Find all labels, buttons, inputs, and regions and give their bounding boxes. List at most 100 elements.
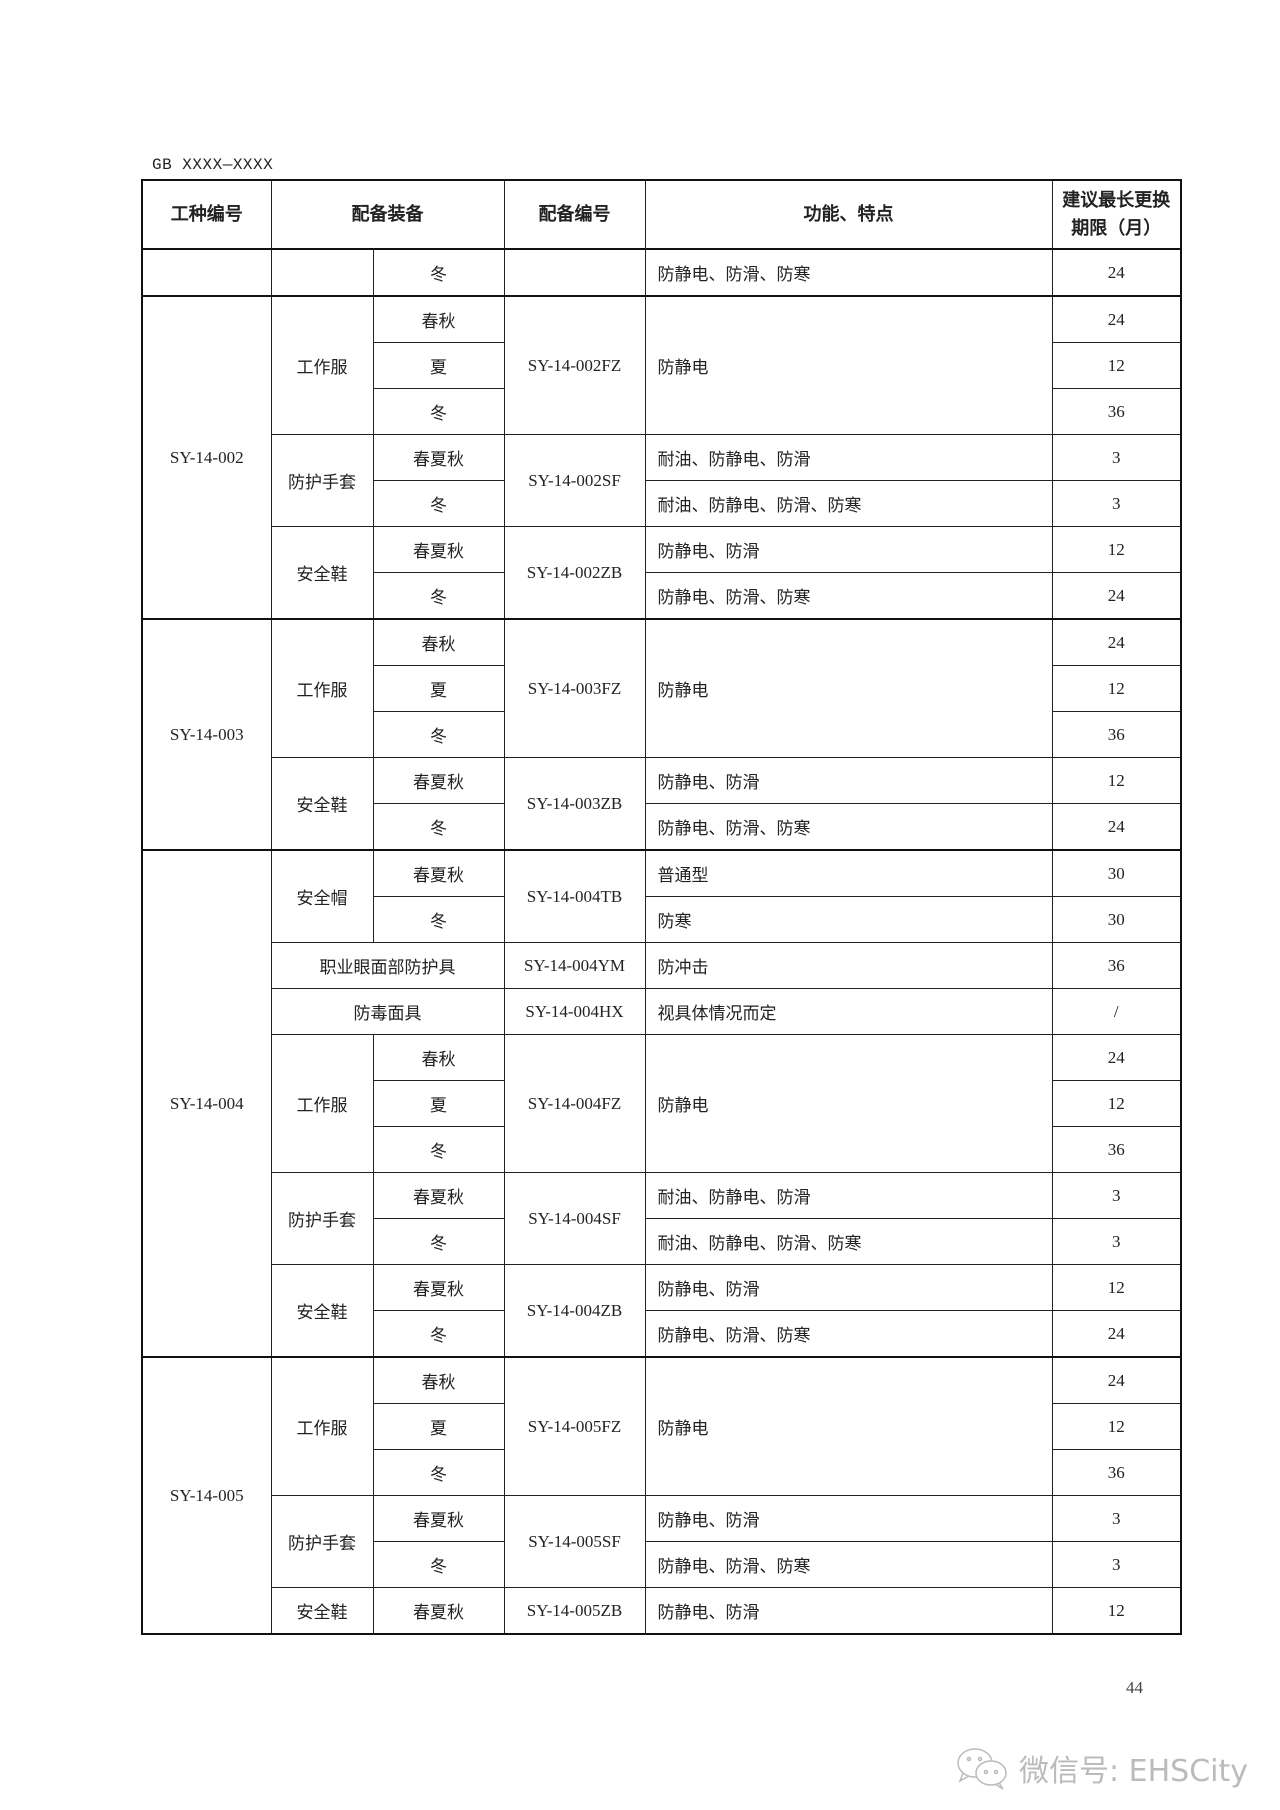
equipment-name-cell: 安全鞋 bbox=[270, 526, 374, 620]
season-cell: 春秋 bbox=[372, 295, 505, 343]
work-code-cell bbox=[141, 248, 272, 297]
feature-cell: 防静电 bbox=[644, 618, 1053, 758]
table-row: 工作服 春秋 SY-14-004FZ 防静电 24 bbox=[142, 1034, 1182, 1173]
period-cell: 24 bbox=[1051, 295, 1182, 343]
equipment-name-cell: 工作服 bbox=[270, 618, 374, 758]
feature-cell: 防静电、防滑 bbox=[644, 526, 1053, 573]
table-row: 安全鞋 春夏秋 SY-14-003ZB 防静电、防滑 12 bbox=[142, 757, 1182, 851]
season-cell: 春夏秋 bbox=[372, 1172, 505, 1219]
period-cell: 24 bbox=[1051, 1034, 1182, 1081]
season-cell: 冬 bbox=[372, 248, 505, 297]
season-cell: 冬 bbox=[372, 1310, 505, 1358]
equipment-name-cell: 工作服 bbox=[270, 1356, 374, 1496]
period-cell: 12 bbox=[1051, 757, 1182, 804]
period-cell: 12 bbox=[1051, 665, 1182, 712]
equipment-code-cell: SY-14-005ZB bbox=[503, 1587, 646, 1635]
season-cell: 春夏秋 bbox=[372, 1587, 505, 1635]
period-cell: 24 bbox=[1051, 248, 1182, 297]
equipment-code-cell: SY-14-002FZ bbox=[503, 295, 646, 435]
work-code-cell: SY-14-004 bbox=[141, 849, 272, 1358]
period-cell: 24 bbox=[1051, 572, 1182, 620]
work-code-cell: SY-14-002 bbox=[141, 295, 272, 620]
table-row: 防护手套 春夏秋 SY-14-005SF 防静电、防滑 3 bbox=[142, 1495, 1182, 1588]
table-row: SY-14-002 工作服 春秋 SY-14-002FZ 防静电 24 bbox=[141, 295, 1182, 620]
feature-cell: 防静电、防滑、防寒 bbox=[644, 803, 1053, 851]
season-cell: 春夏秋 bbox=[372, 1495, 505, 1542]
feature-cell: 视具体情况而定 bbox=[644, 988, 1053, 1035]
equipment-code-cell: SY-14-002SF bbox=[503, 434, 646, 527]
equipment-code-cell: SY-14-003FZ bbox=[503, 618, 646, 758]
period-cell: 24 bbox=[1051, 803, 1182, 851]
period-cell: / bbox=[1051, 988, 1182, 1035]
feature-cell: 耐油、防静电、防滑 bbox=[644, 1172, 1053, 1219]
feature-cell: 防静电 bbox=[644, 1356, 1053, 1496]
equipment-code-cell: SY-14-005FZ bbox=[503, 1356, 646, 1496]
work-code-cell: SY-14-003 bbox=[141, 618, 272, 851]
table-row: 冬 防静电、防滑、防寒 3 bbox=[142, 1541, 1182, 1588]
equipment-code-cell: SY-14-005SF bbox=[503, 1495, 646, 1588]
season-cell: 冬 bbox=[372, 803, 505, 851]
standard-id: GB XXXX—XXXX bbox=[152, 156, 274, 174]
table-row: 安全鞋 春夏秋 SY-14-005ZB 防静电、防滑 12 bbox=[142, 1587, 1182, 1635]
table-row: 防毒面具 SY-14-004HX 视具体情况而定 / bbox=[142, 988, 1182, 1035]
feature-cell: 普通型 bbox=[644, 849, 1053, 897]
season-cell: 春夏秋 bbox=[372, 434, 505, 481]
period-cell: 36 bbox=[1051, 1449, 1182, 1496]
feature-cell: 防静电、防滑、防寒 bbox=[644, 1541, 1053, 1588]
equipment-code-cell bbox=[503, 248, 646, 297]
table-row: SY-14-005 工作服 春秋 SY-14-005FZ 防静电 24 bbox=[141, 1356, 1182, 1635]
table-row: 冬 防静电、防滑、防寒 24 bbox=[141, 248, 1182, 297]
equipment-name-cell: 职业眼面部防护具 bbox=[270, 942, 505, 989]
period-cell: 12 bbox=[1051, 342, 1182, 389]
feature-cell: 防静电 bbox=[644, 295, 1053, 435]
season-cell: 冬 bbox=[372, 1218, 505, 1265]
season-cell: 冬 bbox=[372, 480, 505, 527]
feature-cell: 防静电、防滑 bbox=[644, 1587, 1053, 1635]
period-cell: 12 bbox=[1051, 1264, 1182, 1311]
feature-cell: 防静电、防滑、防寒 bbox=[644, 248, 1053, 297]
equipment-name-cell: 防护手套 bbox=[270, 1172, 374, 1265]
equipment-code-cell: SY-14-004SF bbox=[503, 1172, 646, 1265]
season-cell: 夏 bbox=[372, 665, 505, 712]
feature-cell: 防静电、防滑 bbox=[644, 1495, 1053, 1542]
equipment-name-cell: 防护手套 bbox=[270, 1495, 374, 1588]
equipment-name-cell: 安全鞋 bbox=[270, 1587, 374, 1635]
season-cell: 冬 bbox=[372, 1541, 505, 1588]
header-feature: 功能、特点 bbox=[644, 179, 1053, 250]
table-row: SY-14-004 安全帽 春夏秋 SY-14-004TB 普通型 30 bbox=[141, 849, 1182, 1358]
feature-cell: 防寒 bbox=[644, 896, 1053, 943]
period-cell: 24 bbox=[1051, 1356, 1182, 1404]
season-cell: 冬 bbox=[372, 896, 505, 943]
period-cell: 24 bbox=[1051, 618, 1182, 666]
feature-cell: 防静电、防滑、防寒 bbox=[644, 572, 1053, 620]
table-row: 职业眼面部防护具 SY-14-004YM 防冲击 36 bbox=[142, 942, 1182, 989]
header-equipment: 配备装备 bbox=[270, 179, 505, 250]
wechat-icon bbox=[957, 1748, 1007, 1790]
work-code-cell: SY-14-005 bbox=[141, 1356, 272, 1635]
equipment-name-cell: 工作服 bbox=[270, 295, 374, 435]
table-row: 夏 12 bbox=[142, 665, 1182, 712]
period-cell: 12 bbox=[1051, 1080, 1182, 1127]
feature-cell: 防静电、防滑 bbox=[644, 757, 1053, 804]
period-cell: 3 bbox=[1051, 1218, 1182, 1265]
feature-cell: 防冲击 bbox=[644, 942, 1053, 989]
season-cell: 春秋 bbox=[372, 618, 505, 666]
watermark: 微信号: EHSCity bbox=[955, 1746, 1248, 1790]
period-cell: 12 bbox=[1051, 526, 1182, 573]
table-row: 冬 防静电、防滑、防寒 24 bbox=[142, 1310, 1182, 1358]
season-cell: 冬 bbox=[372, 711, 505, 758]
equipment-code-cell: SY-14-002ZB bbox=[503, 526, 646, 620]
feature-cell: 耐油、防静电、防滑、防寒 bbox=[644, 1218, 1053, 1265]
period-cell: 36 bbox=[1051, 711, 1182, 758]
equipment-name-cell: 安全鞋 bbox=[270, 757, 374, 851]
table-row: 夏 12 bbox=[142, 1403, 1182, 1450]
period-cell: 3 bbox=[1051, 1541, 1182, 1588]
table-row: SY-14-003 工作服 春秋 SY-14-003FZ 防静电 24 bbox=[141, 618, 1182, 851]
period-cell: 3 bbox=[1051, 480, 1182, 527]
period-cell: 30 bbox=[1051, 849, 1182, 897]
season-cell: 春夏秋 bbox=[372, 849, 505, 897]
table-row: 安全鞋 春夏秋 SY-14-002ZB 防静电、防滑 12 bbox=[142, 526, 1182, 620]
table-row: 防护手套 春夏秋 SY-14-002SF 耐油、防静电、防滑 3 bbox=[142, 434, 1182, 527]
equipment-code-cell: SY-14-004ZB bbox=[503, 1264, 646, 1358]
equipment-name-cell: 防毒面具 bbox=[270, 988, 505, 1035]
